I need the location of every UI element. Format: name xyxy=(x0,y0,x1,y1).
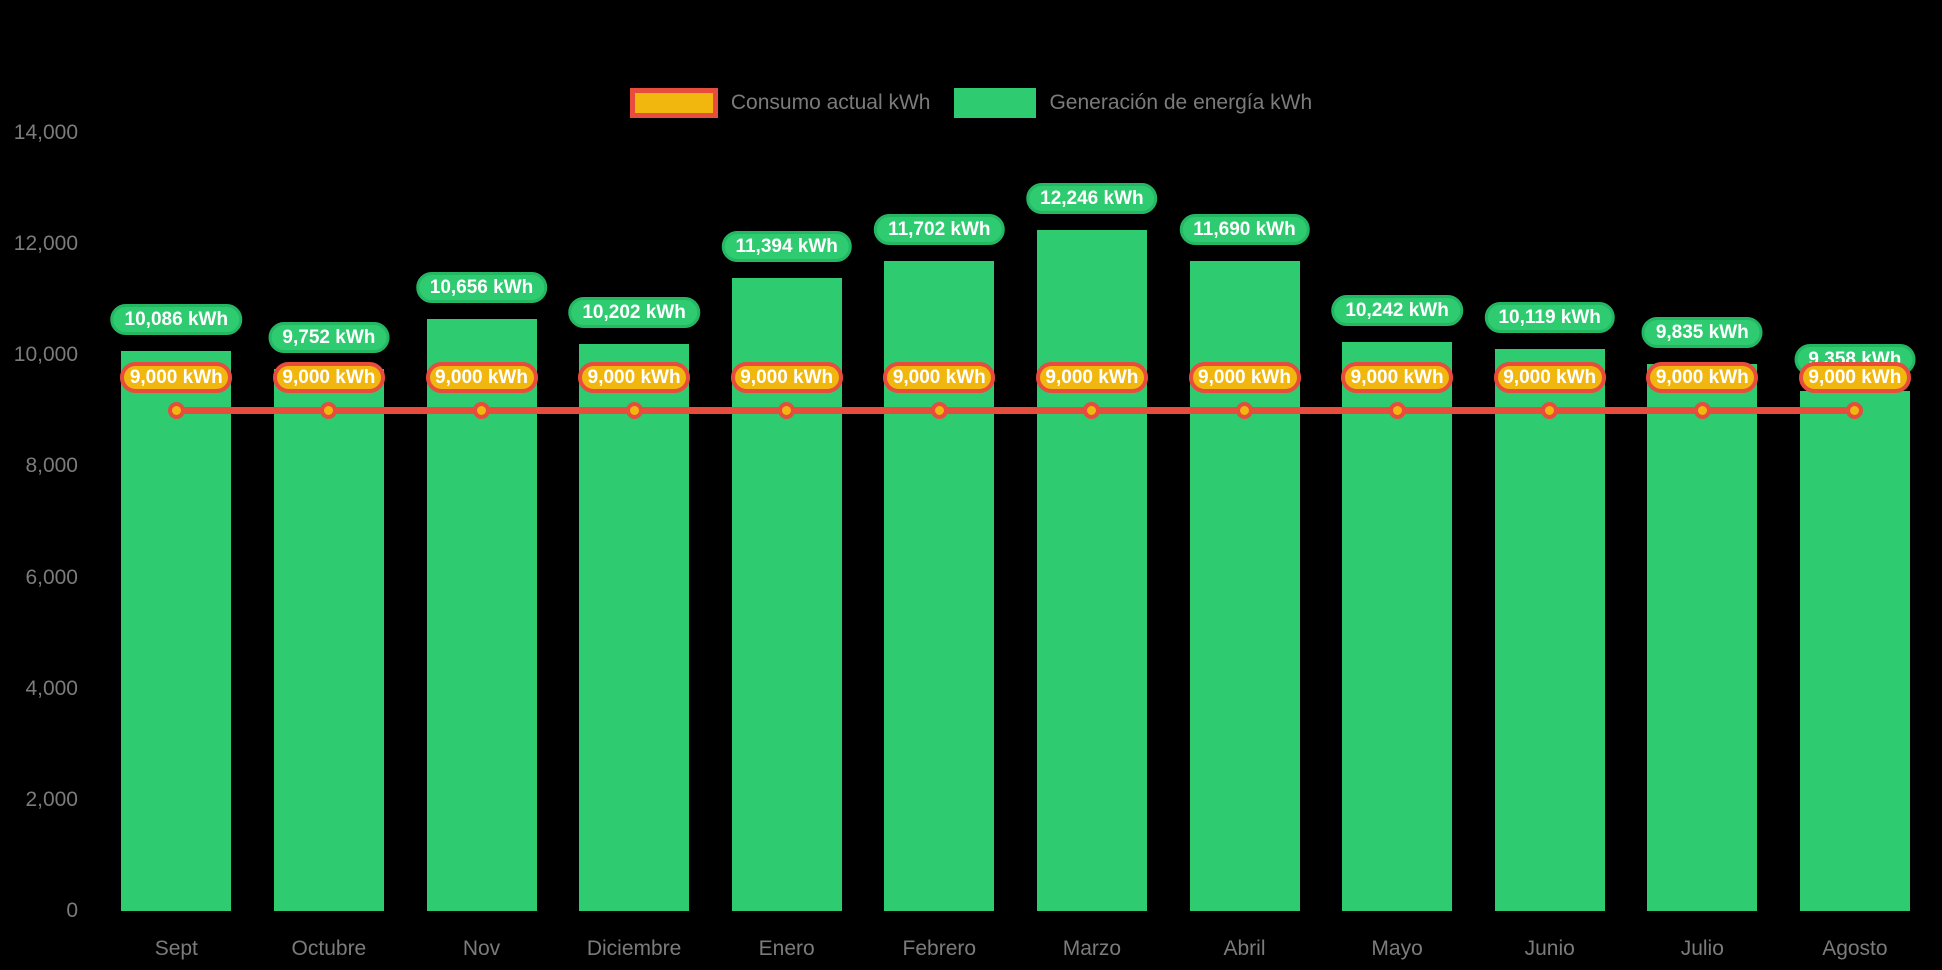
bar-julio[interactable] xyxy=(1647,364,1758,911)
consumption-value-label-febrero: 9,000 kWh xyxy=(883,361,996,393)
consumption-value-label-nov: 9,000 kWh xyxy=(425,361,538,393)
x-axis-label-abril: Abril xyxy=(1223,937,1266,960)
generation-value-label-nov: 10,656 kWh xyxy=(415,271,548,303)
legend-label-consumo: Consumo actual kWh xyxy=(730,91,931,114)
generation-value-label-diciembre: 10,202 kWh xyxy=(568,297,700,329)
consumption-value-label-sept: 9,000 kWh xyxy=(120,361,233,393)
y-axis-tick-label-10000: 10,000 xyxy=(13,343,78,367)
y-axis-tick-label-14000: 14,000 xyxy=(13,121,78,144)
x-axis-label-enero: Enero xyxy=(758,937,815,960)
y-axis-tick-label-12000: 12,000 xyxy=(13,232,78,256)
consumption-point-junio[interactable] xyxy=(1541,402,1559,420)
y-axis-tick-label-0: 0 xyxy=(66,899,78,922)
bar-agosto[interactable] xyxy=(1799,390,1910,911)
x-axis-label-nov: Nov xyxy=(462,937,501,960)
generation-value-label-junio: 10,119 kWh xyxy=(1484,301,1615,333)
consumption-point-nov[interactable] xyxy=(473,402,490,420)
consumption-value-label-enero: 9,000 kWh xyxy=(730,361,843,393)
x-axis-label-julio: Julio xyxy=(1680,937,1724,960)
consumption-point-diciembre[interactable] xyxy=(625,402,643,420)
consumption-value-label-mayo: 9,000 kWh xyxy=(1341,361,1454,393)
generation-value-label-abril: 11,690 kWh xyxy=(1179,214,1310,246)
consumo-swatch-icon xyxy=(629,88,718,118)
consumption-value-label-diciembre: 9,000 kWh xyxy=(578,361,691,393)
consumption-point-sept[interactable] xyxy=(167,402,185,420)
generation-value-label-julio: 9,835 kWh xyxy=(1641,317,1763,349)
generation-value-label-mayo: 10,242 kWh xyxy=(1331,294,1463,326)
generation-value-label-octubre: 9,752 kWh xyxy=(268,322,390,354)
x-axis-label-junio: Junio xyxy=(1524,937,1575,960)
consumption-point-marzo[interactable] xyxy=(1083,402,1101,420)
y-axis-tick-label-8000: 8,000 xyxy=(25,454,78,478)
consumption-value-label-julio: 9,000 kWh xyxy=(1646,361,1759,393)
y-axis-tick-label-2000: 2,000 xyxy=(25,787,78,811)
consumption-value-label-octubre: 9,000 kWh xyxy=(272,361,385,393)
bar-junio[interactable] xyxy=(1494,348,1605,911)
y-axis-tick-label-4000: 4,000 xyxy=(25,676,78,700)
bar-octubre[interactable] xyxy=(273,369,384,911)
bar-sept[interactable] xyxy=(121,350,232,911)
y-axis-tick-label-6000: 6,000 xyxy=(25,565,78,589)
x-axis-label-marzo: Marzo xyxy=(1062,937,1122,960)
x-axis-label-mayo: Mayo xyxy=(1371,937,1423,960)
consumption-point-abril[interactable] xyxy=(1236,402,1253,420)
legend-item-generacion[interactable]: Generación de energía kWh xyxy=(954,88,1312,118)
generacion-swatch-icon xyxy=(954,88,1037,118)
legend-item-consumo[interactable]: Consumo actual kWh xyxy=(629,88,931,118)
bar-febrero[interactable] xyxy=(884,260,995,911)
bar-diciembre[interactable] xyxy=(579,344,690,911)
generation-value-label-sept: 10,086 kWh xyxy=(110,303,243,335)
consumption-point-febrero[interactable] xyxy=(930,402,948,420)
legend-label-generacion: Generación de energía kWh xyxy=(1049,91,1313,114)
x-axis-label-octubre: Octubre xyxy=(291,937,367,960)
consumption-value-label-junio: 9,000 kWh xyxy=(1493,361,1606,393)
consumption-value-label-marzo: 9,000 kWh xyxy=(1035,361,1148,393)
x-axis-label-agosto: Agosto xyxy=(1822,937,1888,960)
chart-legend: Consumo actual kWh Generación de energía… xyxy=(0,88,1942,118)
consumption-value-label-agosto: 9,000 kWh xyxy=(1798,361,1911,393)
consumption-value-label-abril: 9,000 kWh xyxy=(1188,361,1301,393)
bar-mayo[interactable] xyxy=(1342,341,1453,911)
generation-value-label-marzo: 12,246 kWh xyxy=(1026,183,1158,215)
consumption-line xyxy=(176,407,1855,415)
consumption-point-agosto[interactable] xyxy=(1846,402,1864,420)
consumption-point-mayo[interactable] xyxy=(1388,402,1406,420)
bar-marzo[interactable] xyxy=(1036,230,1147,911)
consumption-point-octubre[interactable] xyxy=(320,402,338,420)
consumption-point-enero[interactable] xyxy=(778,402,796,420)
x-axis-label-sept: Sept xyxy=(154,937,198,960)
consumption-point-julio[interactable] xyxy=(1693,402,1711,420)
x-axis-label-febrero: Febrero xyxy=(902,937,977,960)
generation-value-label-febrero: 11,702 kWh xyxy=(874,213,1005,245)
x-axis-label-diciembre: Diciembre xyxy=(586,937,682,960)
bar-abril[interactable] xyxy=(1189,261,1300,911)
generation-value-label-enero: 11,394 kWh xyxy=(721,230,852,262)
